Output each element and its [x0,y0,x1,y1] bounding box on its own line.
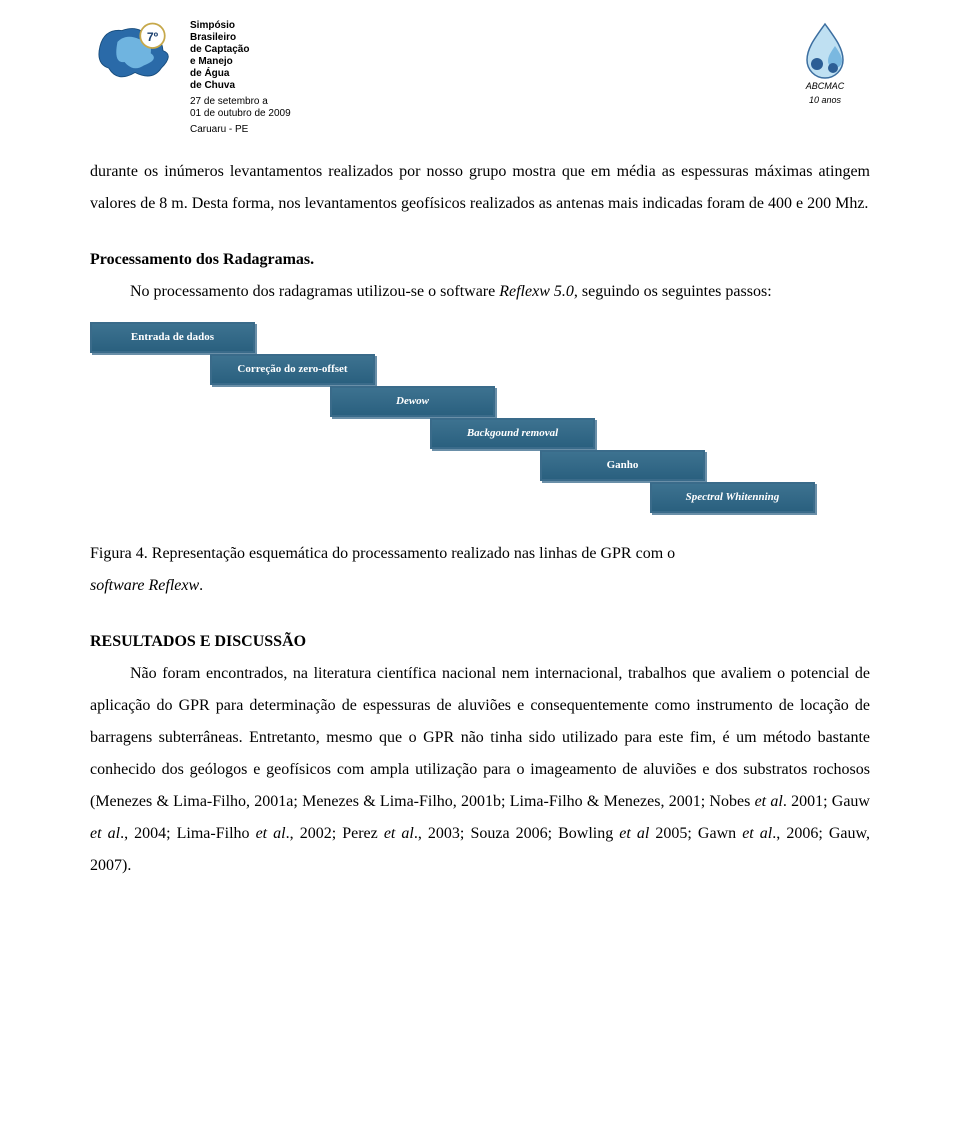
flow-step-label: Spectral Whitenning [686,491,780,503]
processing-flowchart: Entrada de dados Correção do zero-offset… [90,322,870,522]
paragraph: No processamento dos radagramas utilizou… [90,276,870,308]
event-title-line: Brasileiro [190,32,291,44]
header-left-block: 7º Simpósio Brasileiro de Captação e Man… [90,20,291,136]
et-al: et al [742,825,772,842]
section-heading: Processamento dos Radagramas. [90,244,870,276]
svg-text:7º: 7º [147,30,159,44]
event-title-line: de Captação [190,44,291,56]
page-header: 7º Simpósio Brasileiro de Captação e Man… [90,20,870,136]
event-title-line: e Manejo [190,56,291,68]
text-run: , seguindo os seguintes passos: [574,283,772,300]
text-run: Não foram encontrados, na literatura cie… [90,665,870,810]
event-title-line: de Água [190,68,291,80]
caption-period: . [199,577,203,594]
partner-years: 10 anos [780,94,870,108]
flow-step-label: Dewow [396,395,429,407]
flow-step-label: Correção do zero-offset [237,363,347,375]
caption-text: Figura 4. Representação esquemática do p… [90,545,675,562]
flow-step-label: Entrada de dados [131,331,214,343]
text-run: . 2001; Gauw [783,793,870,810]
et-al: et al [256,825,286,842]
flow-step: Correção do zero-offset [210,354,375,385]
flow-step: Entrada de dados [90,322,255,353]
text-run: No processamento dos radagramas utilizou… [130,283,499,300]
caption-software: software Reflexw [90,577,199,594]
paragraph: durante os inúmeros levantamentos realiz… [90,156,870,220]
text-run: ., 2002; Perez [286,825,384,842]
et-al: et al [755,793,783,810]
partner-name: ABCMAC [780,80,870,94]
et-al: et al [384,825,414,842]
flow-step: Backgound removal [430,418,595,449]
flow-step-label: Backgound removal [467,427,558,439]
text-run: ., 2003; Souza 2006; Bowling [414,825,619,842]
section-heading: RESULTADOS E DISCUSSÃO [90,626,870,658]
event-dates: 27 de setembro a01 de outubro de 2009 [190,96,291,120]
flow-step: Spectral Whitenning [650,482,815,513]
et-al: et al [90,825,120,842]
event-title-block: Simpósio Brasileiro de Captação e Manejo… [190,20,291,136]
event-title-line: de Chuva [190,80,291,92]
text-run: 2005; Gawn [649,825,742,842]
figure-caption: Figura 4. Representação esquemática do p… [90,538,870,602]
software-name: Reflexw 5.0 [499,283,574,300]
flow-step-label: Ganho [607,459,639,471]
et-al: et al [619,825,649,842]
event-city: Caruaru - PE [190,124,291,136]
partner-logo: ABCMAC 10 anos [780,20,870,100]
flow-step: Dewow [330,386,495,417]
document-body: durante os inúmeros levantamentos realiz… [90,156,870,882]
event-logo: 7º [90,20,180,90]
flow-step: Ganho [540,450,705,481]
paragraph: Não foram encontrados, na literatura cie… [90,658,870,882]
text-run: ., 2004; Lima-Filho [120,825,256,842]
event-title-line: Simpósio [190,20,291,32]
